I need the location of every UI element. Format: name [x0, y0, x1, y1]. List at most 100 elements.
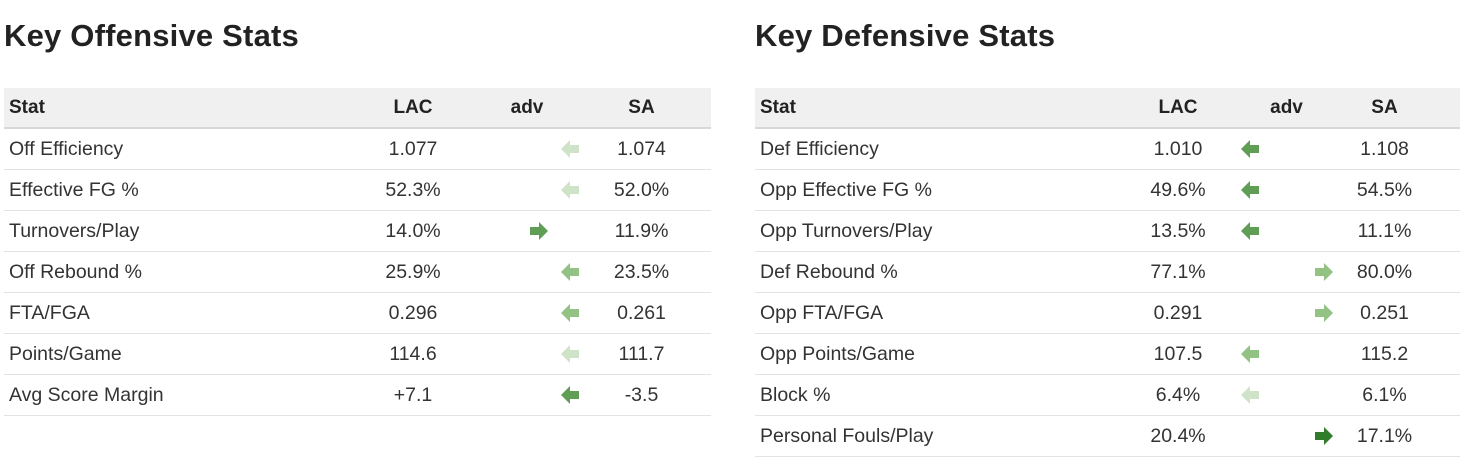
- advantage-cell: [482, 128, 579, 170]
- stat-name-cell: Opp FTA/FGA: [755, 292, 1092, 334]
- offensive-stats-table: Stat LAC adv SA Off Efficiency 1.077 1.074…: [4, 88, 711, 416]
- stat-name-cell: Turnovers/Play: [4, 210, 344, 252]
- header-adv: adv: [1264, 88, 1309, 129]
- stat-name-cell: Off Rebound %: [4, 251, 344, 293]
- sa-value-cell: 80.0%: [1309, 251, 1460, 293]
- advantage-cell: [1240, 169, 1309, 211]
- lac-value-cell: 49.6%: [1092, 169, 1264, 211]
- advantage-cell: [1240, 333, 1309, 375]
- stat-name-cell: Block %: [755, 374, 1092, 416]
- arrow-left-icon: [561, 140, 579, 158]
- defensive-stats-title: Key Defensive Stats: [755, 18, 1056, 53]
- lac-value-cell: 14.0%: [344, 210, 482, 252]
- table-row: Def Efficiency 1.010 1.108: [755, 128, 1460, 170]
- arrow-right-icon: [1314, 427, 1333, 445]
- stat-name-cell: Points/Game: [4, 333, 344, 375]
- stat-name-cell: Def Efficiency: [755, 128, 1092, 170]
- lac-value-cell: 1.010: [1092, 128, 1264, 170]
- stat-name-cell: Avg Score Margin: [4, 374, 344, 416]
- table-row: Points/Game 114.6 111.7: [4, 333, 711, 375]
- header-lac: LAC: [1092, 88, 1264, 129]
- stat-name-cell: Personal Fouls/Play: [755, 415, 1092, 457]
- advantage-cell: [1240, 210, 1309, 252]
- table-row: Opp Points/Game 107.5 115.2: [755, 333, 1460, 375]
- stat-name-cell: FTA/FGA: [4, 292, 344, 334]
- header-sa: SA: [572, 88, 711, 129]
- arrow-left-icon: [561, 181, 579, 199]
- arrow-left-icon: [561, 345, 579, 363]
- sa-value-cell: 11.1%: [1309, 210, 1460, 252]
- arrow-left-icon: [1240, 140, 1259, 158]
- table-row: Avg Score Margin +7.1 -3.5: [4, 374, 711, 416]
- header-sa: SA: [1309, 88, 1460, 129]
- arrow-left-icon: [561, 386, 579, 404]
- table-row: Opp FTA/FGA 0.291 0.251: [755, 292, 1460, 334]
- table-row: Def Rebound % 77.1% 80.0%: [755, 251, 1460, 293]
- lac-value-cell: +7.1: [344, 374, 482, 416]
- table-row: Opp Effective FG % 49.6% 54.5%: [755, 169, 1460, 211]
- advantage-cell: [1264, 251, 1333, 293]
- sa-value-cell: 1.074: [572, 128, 711, 170]
- stat-name-cell: Effective FG %: [4, 169, 344, 211]
- header-adv: adv: [482, 88, 572, 129]
- lac-value-cell: 114.6: [344, 333, 482, 375]
- arrow-left-icon: [1240, 181, 1259, 199]
- advantage-cell: [1240, 374, 1309, 416]
- sa-value-cell: 11.9%: [572, 210, 711, 252]
- offensive-stats-title: Key Offensive Stats: [4, 18, 299, 53]
- lac-value-cell: 25.9%: [344, 251, 482, 293]
- header-lac: LAC: [344, 88, 482, 129]
- advantage-cell: [482, 251, 579, 293]
- advantage-cell: [482, 374, 579, 416]
- table-header-row: Stat LAC adv SA: [4, 88, 711, 129]
- table-header-row: Stat LAC adv SA: [755, 88, 1460, 129]
- arrow-right-icon: [1314, 263, 1333, 281]
- lac-value-cell: 20.4%: [1092, 415, 1264, 457]
- arrow-left-icon: [1240, 386, 1259, 404]
- advantage-cell: [482, 292, 579, 334]
- header-stat: Stat: [4, 88, 344, 129]
- stat-name-cell: Off Efficiency: [4, 128, 344, 170]
- table-row: FTA/FGA 0.296 0.261: [4, 292, 711, 334]
- sa-value-cell: 23.5%: [572, 251, 711, 293]
- arrow-left-icon: [1240, 345, 1259, 363]
- advantage-cell: [1264, 292, 1333, 334]
- sa-value-cell: 0.251: [1309, 292, 1460, 334]
- sa-value-cell: 52.0%: [572, 169, 711, 211]
- table-row: Off Rebound % 25.9% 23.5%: [4, 251, 711, 293]
- table-row: Opp Turnovers/Play 13.5% 11.1%: [755, 210, 1460, 252]
- arrow-left-icon: [1240, 222, 1259, 240]
- stat-name-cell: Def Rebound %: [755, 251, 1092, 293]
- advantage-cell: [482, 169, 579, 211]
- arrow-right-icon: [1314, 304, 1333, 322]
- sa-value-cell: 111.7: [572, 333, 711, 375]
- arrow-right-icon: [530, 222, 548, 240]
- lac-value-cell: 0.291: [1092, 292, 1264, 334]
- sa-value-cell: 6.1%: [1309, 374, 1460, 416]
- lac-value-cell: 6.4%: [1092, 374, 1264, 416]
- lac-value-cell: 107.5: [1092, 333, 1264, 375]
- advantage-cell: [1240, 128, 1309, 170]
- lac-value-cell: 52.3%: [344, 169, 482, 211]
- stat-name-cell: Opp Effective FG %: [755, 169, 1092, 211]
- sa-value-cell: 115.2: [1309, 333, 1460, 375]
- sa-value-cell: 0.261: [572, 292, 711, 334]
- advantage-cell: [482, 333, 579, 375]
- arrow-left-icon: [561, 263, 579, 281]
- lac-value-cell: 0.296: [344, 292, 482, 334]
- advantage-cell: [1264, 415, 1333, 457]
- table-row: Turnovers/Play 14.0% 11.9%: [4, 210, 711, 252]
- advantage-cell: [482, 210, 572, 252]
- sa-value-cell: 1.108: [1309, 128, 1460, 170]
- stat-name-cell: Opp Turnovers/Play: [755, 210, 1092, 252]
- table-row: Effective FG % 52.3% 52.0%: [4, 169, 711, 211]
- stat-name-cell: Opp Points/Game: [755, 333, 1092, 375]
- table-row: Personal Fouls/Play 20.4% 17.1%: [755, 415, 1460, 457]
- header-stat: Stat: [755, 88, 1092, 129]
- arrow-left-icon: [561, 304, 579, 322]
- table-row: Off Efficiency 1.077 1.074: [4, 128, 711, 170]
- lac-value-cell: 77.1%: [1092, 251, 1264, 293]
- sa-value-cell: 54.5%: [1309, 169, 1460, 211]
- defensive-stats-table: Stat LAC adv SA Def Efficiency 1.010 1.108…: [755, 88, 1460, 457]
- lac-value-cell: 13.5%: [1092, 210, 1264, 252]
